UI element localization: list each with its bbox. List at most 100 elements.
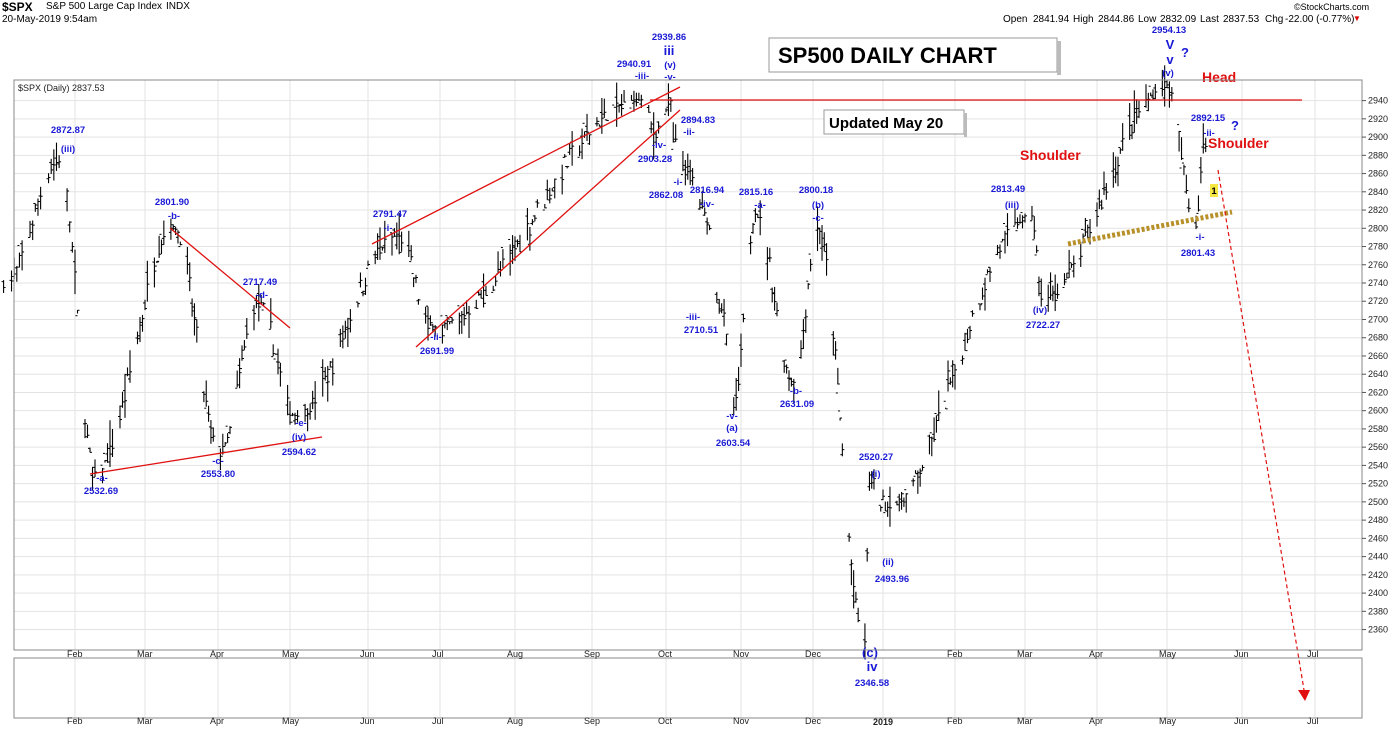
price-bar: [904, 489, 909, 513]
price-bar: [1203, 137, 1208, 153]
price-bar: [308, 403, 313, 420]
price-bar: [190, 298, 195, 317]
price-bar: [493, 276, 498, 287]
price-bar: [93, 459, 97, 478]
wave-label: -i-: [384, 223, 393, 234]
wave-label: -iv-: [652, 140, 666, 151]
last-label: Last: [1200, 14, 1219, 25]
price-bar: [343, 320, 348, 339]
price-bar: [481, 273, 486, 308]
y-tick-label: 2620: [1368, 387, 1388, 397]
price-bar: [9, 270, 14, 292]
price-bar: [479, 290, 484, 299]
price-bar: [123, 373, 127, 418]
x-tick-label-lower: Apr: [210, 716, 224, 726]
x-tick-label: Jun: [1234, 649, 1249, 659]
y-tick-label: 2560: [1368, 442, 1388, 452]
price-bar: [1130, 124, 1134, 140]
price-bar: [664, 108, 668, 115]
wave-label: -b-: [790, 386, 802, 397]
wave-label: 2894.83: [681, 115, 715, 126]
price-bar: [1118, 146, 1123, 154]
price-bar: [328, 361, 333, 370]
price-bar: [587, 134, 592, 145]
price-bar: [688, 159, 693, 185]
price-bar: [57, 155, 62, 169]
price-bar: [1169, 86, 1174, 102]
price-bar: [228, 426, 232, 435]
wave-label: -iii-: [686, 312, 700, 323]
price-bar: [1104, 182, 1109, 200]
wave-label: 2800.18: [799, 185, 833, 196]
price-bar: [474, 299, 479, 309]
price-bar: [20, 240, 25, 271]
x-tick-label: May: [282, 649, 300, 659]
price-bar: [867, 471, 872, 491]
price-bar: [173, 226, 178, 235]
price-bar: [271, 344, 276, 358]
price-bar: [1177, 124, 1182, 152]
x-tick-label-lower: Feb: [67, 716, 83, 726]
wave-label: 2862.08: [649, 190, 683, 201]
price-bar: [943, 400, 948, 410]
price-bar: [1165, 80, 1169, 89]
price-bar: [90, 466, 95, 491]
wave-label: 2940.91: [617, 59, 652, 70]
price-bar: [978, 303, 982, 311]
x-tick-label: May: [1159, 649, 1177, 659]
grid: [14, 80, 1362, 718]
copyright: ©StockCharts.com: [1294, 2, 1370, 12]
price-bar: [833, 341, 838, 360]
price-bar: [143, 299, 147, 311]
price-bar: [824, 243, 829, 276]
annotation-boxes: SP500 DAILY CHART Updated May 20: [768, 37, 1061, 137]
price-bar: [345, 317, 350, 348]
price-bar: [622, 89, 627, 110]
price-bar: [1018, 214, 1022, 224]
price-bar: [770, 287, 775, 303]
x-tick-label: Mar: [1017, 649, 1033, 659]
high-label: High: [1073, 14, 1094, 25]
price-bar: [851, 570, 856, 609]
price-bar: [1184, 174, 1189, 194]
wave-label: 2691.99: [420, 346, 454, 357]
price-bar: [110, 428, 115, 458]
price-bar: [787, 370, 791, 392]
x-tick-label: Feb: [67, 649, 83, 659]
price-bar: [462, 304, 467, 326]
price-bar: [397, 213, 402, 255]
price-bar: [450, 317, 455, 324]
wedge-lower-line: [415, 109, 681, 348]
price-bar: [847, 533, 852, 542]
y-tick-label: 2380: [1368, 606, 1388, 616]
price-bar: [225, 425, 230, 443]
price-bar: [1, 280, 6, 293]
price-bar: [899, 491, 904, 510]
price-bar: [320, 359, 325, 397]
price-bar: [1003, 223, 1007, 254]
wave-label: (iv): [1033, 305, 1047, 316]
price-bar: [934, 412, 939, 433]
price-bar: [1120, 123, 1125, 151]
price-bar: [878, 504, 883, 512]
y-tick-label: 2360: [1368, 625, 1388, 635]
price-bar: [784, 359, 789, 374]
price-bar: [1005, 213, 1010, 247]
price-bar: [683, 159, 688, 186]
wave-label: ?: [1231, 118, 1239, 133]
price-bar: [399, 231, 404, 253]
price-bar: [313, 381, 318, 420]
price-bar: [17, 245, 22, 268]
price-bar: [734, 377, 739, 411]
price-bar: [1198, 157, 1203, 184]
x-tick-label: Jul: [432, 649, 444, 659]
price-bar: [187, 262, 192, 292]
price-bar: [782, 360, 787, 373]
wave-label: -i-: [674, 177, 683, 188]
price-bar: [125, 367, 130, 377]
price-bar: [697, 198, 702, 210]
price-bar: [835, 367, 840, 394]
price-bar: [765, 247, 770, 281]
price-bar: [259, 294, 264, 308]
axes: $SPX (Daily) 2837.53 2360 2380 2400 2420 2440…: [13, 79, 1388, 727]
